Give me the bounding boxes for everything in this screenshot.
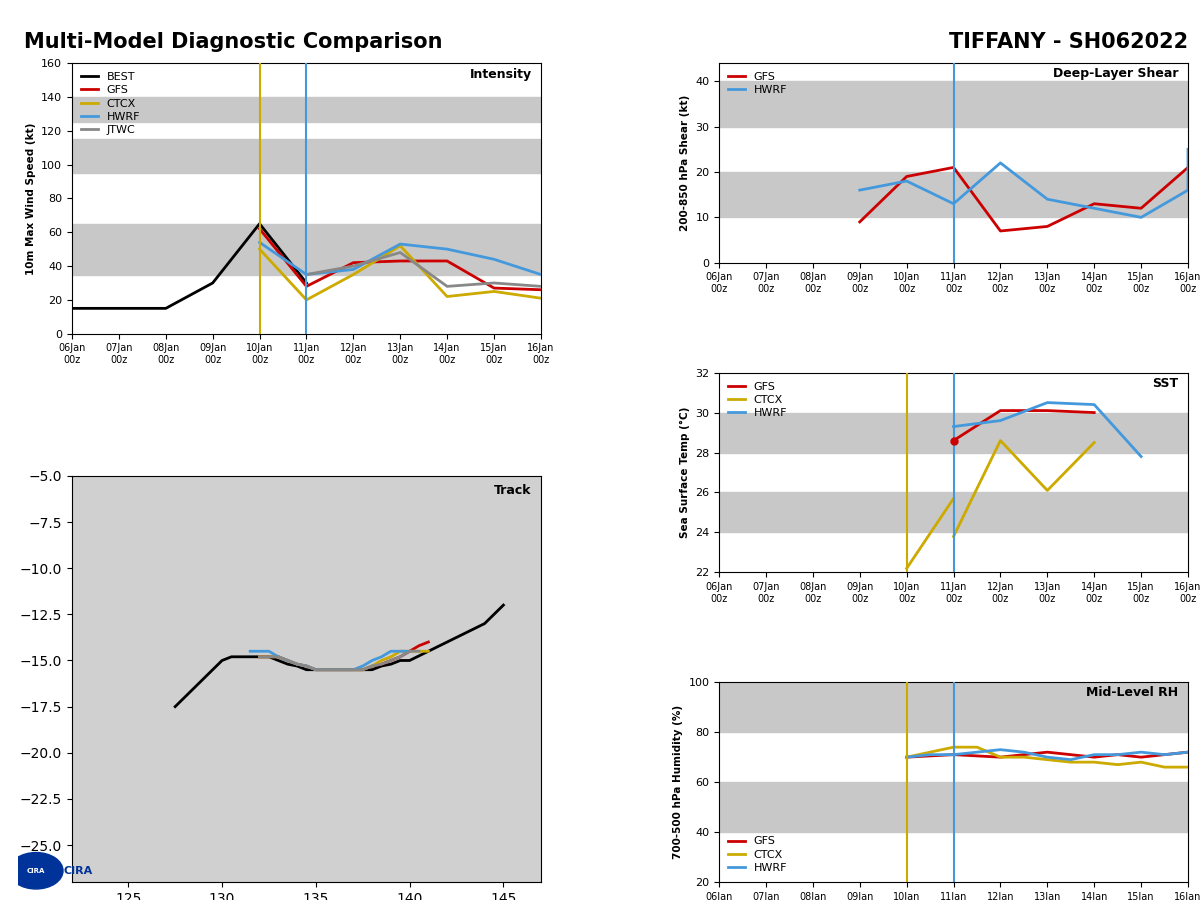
Bar: [719, 682, 1188, 733]
Bar: [719, 172, 1188, 218]
Text: CIRA: CIRA: [18, 872, 55, 886]
Text: SST: SST: [1152, 376, 1178, 390]
Text: Intensity: Intensity: [469, 68, 532, 81]
Circle shape: [10, 852, 64, 889]
Text: CIRA: CIRA: [64, 866, 92, 876]
Bar: [72, 224, 541, 274]
Bar: [72, 140, 541, 173]
Text: Deep-Layer Shear: Deep-Layer Shear: [1054, 67, 1178, 80]
Y-axis label: 200-850 hPa Shear (kt): 200-850 hPa Shear (kt): [679, 94, 690, 231]
Bar: [719, 782, 1188, 833]
Text: Track: Track: [494, 484, 532, 497]
Legend: GFS, HWRF: GFS, HWRF: [725, 68, 791, 99]
Bar: [719, 81, 1188, 127]
Bar: [719, 492, 1188, 533]
Text: Mid-Level RH: Mid-Level RH: [1086, 686, 1178, 699]
Y-axis label: Sea Surface Temp (°C): Sea Surface Temp (°C): [679, 407, 690, 538]
Text: Multi-Model Diagnostic Comparison: Multi-Model Diagnostic Comparison: [24, 32, 443, 51]
Y-axis label: 700-500 hPa Humidity (%): 700-500 hPa Humidity (%): [673, 705, 683, 860]
Legend: BEST, GFS, CTCX, HWRF, JTWC: BEST, GFS, CTCX, HWRF, JTWC: [78, 68, 143, 139]
Bar: [72, 97, 541, 122]
Y-axis label: 10m Max Wind Speed (kt): 10m Max Wind Speed (kt): [25, 122, 36, 274]
Legend: GFS, CTCX, HWRF: GFS, CTCX, HWRF: [725, 833, 791, 877]
Bar: [719, 412, 1188, 453]
Legend: GFS, CTCX, HWRF: GFS, CTCX, HWRF: [725, 378, 791, 421]
Text: TIFFANY - SH062022: TIFFANY - SH062022: [949, 32, 1188, 51]
Text: CIRA: CIRA: [26, 868, 46, 874]
